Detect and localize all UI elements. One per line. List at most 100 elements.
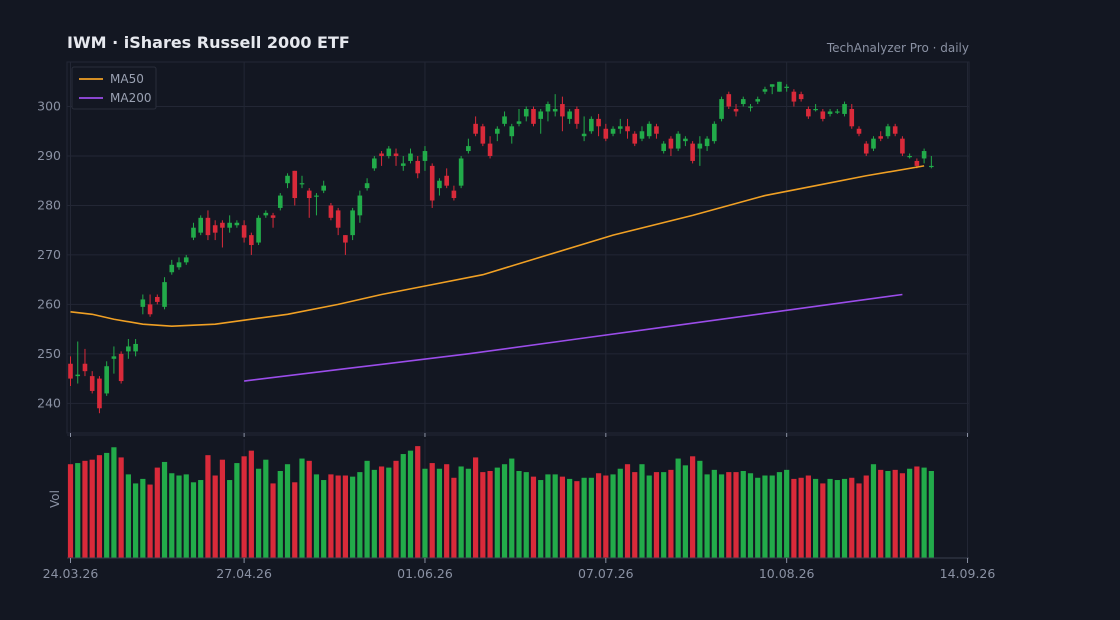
- candles-layer: [68, 81, 934, 414]
- volume-bar: [140, 478, 146, 558]
- moving-averages-layer: [70, 165, 925, 382]
- volume-bar: [328, 474, 334, 558]
- volume-bar: [284, 464, 291, 558]
- volume-bar: [176, 475, 182, 558]
- candle-body: [842, 104, 847, 114]
- volume-bar: [407, 450, 414, 558]
- candle-body: [249, 235, 254, 246]
- volume-bar: [885, 470, 891, 558]
- volume-bar: [270, 483, 276, 558]
- candle-body: [654, 126, 659, 134]
- volume-bar: [769, 475, 775, 558]
- volume-bar: [190, 482, 197, 558]
- volume-bar: [827, 478, 833, 558]
- candle-body: [183, 257, 189, 263]
- candle-body: [777, 81, 782, 92]
- candle-body: [719, 99, 724, 119]
- volume-bar: [632, 472, 638, 558]
- candle-body: [560, 104, 565, 117]
- volume-bar: [357, 472, 363, 558]
- candle-body: [733, 108, 739, 112]
- volume-bar: [111, 447, 117, 558]
- candle-body: [306, 190, 312, 199]
- volume-bar: [538, 480, 544, 558]
- candle-body: [581, 133, 587, 137]
- volume-bar: [400, 454, 406, 558]
- candle-body: [690, 143, 695, 161]
- candle-body: [400, 163, 406, 166]
- volume-bar: [364, 460, 370, 558]
- volume-bar: [567, 478, 573, 558]
- candle-body: [198, 217, 204, 233]
- volume-bar: [740, 470, 746, 558]
- volume-bar: [444, 464, 450, 558]
- volume-bar: [248, 450, 254, 558]
- candle-body: [798, 94, 804, 100]
- volume-bar: [494, 467, 500, 558]
- candle-body: [140, 299, 146, 307]
- volume-bar: [393, 460, 399, 558]
- candle-body: [111, 356, 117, 359]
- candle-body: [755, 99, 761, 102]
- candle-body: [885, 126, 891, 137]
- candle-body: [191, 227, 196, 238]
- volume-bar: [371, 469, 377, 558]
- volume-bar: [342, 475, 348, 558]
- volume-bar: [133, 483, 139, 558]
- volume-bar: [595, 473, 602, 558]
- volume-bar: [653, 472, 660, 558]
- candle-body: [683, 138, 688, 142]
- candle-body: [82, 363, 88, 372]
- candle-body: [813, 108, 818, 111]
- volume-bar: [292, 482, 298, 558]
- volume-bar: [473, 457, 479, 558]
- candle-body: [104, 366, 109, 394]
- volume-bar: [415, 446, 421, 558]
- candle-body: [328, 205, 334, 218]
- volume-bar: [552, 474, 558, 558]
- volume-bar: [227, 480, 233, 558]
- candle-body: [205, 217, 211, 236]
- price-tick-label: 280: [37, 197, 61, 212]
- volume-bar: [841, 478, 848, 558]
- candle-body: [762, 89, 768, 92]
- candle-body: [596, 118, 601, 127]
- candle-body: [364, 183, 370, 189]
- candle-body: [335, 210, 341, 228]
- time-tick-label: 24.03.26: [43, 566, 99, 581]
- candle-body: [277, 195, 283, 208]
- volume-bar: [820, 483, 826, 558]
- volume-bar: [465, 468, 471, 558]
- volume-bar: [89, 459, 95, 558]
- volume-bar: [733, 472, 739, 558]
- candle-body: [126, 346, 131, 352]
- volume-bar: [198, 480, 204, 558]
- candle-body: [495, 128, 500, 134]
- volume-bar: [791, 478, 797, 558]
- candle-body: [68, 363, 73, 379]
- volume-bar: [849, 477, 855, 558]
- candle-body: [806, 108, 811, 117]
- legend-label: MA200: [110, 91, 151, 105]
- price-tick-label: 250: [37, 346, 61, 361]
- volume-bar: [697, 460, 703, 558]
- candle-body: [907, 155, 912, 158]
- candle-body: [726, 94, 732, 107]
- volume-axis-label: Vol: [48, 490, 62, 508]
- ma200-line: [244, 293, 903, 382]
- volume-bar: [487, 470, 493, 558]
- volume-bar: [834, 480, 840, 558]
- volume-bar: [429, 463, 435, 558]
- volume-bar: [125, 474, 131, 558]
- volume-bar: [711, 469, 717, 558]
- volume-bar: [378, 466, 385, 558]
- time-tick-label: 07.07.26: [578, 566, 634, 581]
- candle-body: [458, 158, 464, 186]
- volume-bar: [878, 469, 884, 558]
- candle-body: [516, 121, 522, 124]
- candle-body: [892, 126, 898, 134]
- volume-bar: [704, 474, 710, 558]
- volume-bar: [299, 458, 305, 558]
- candle-body: [263, 212, 269, 216]
- candle-body: [784, 86, 789, 88]
